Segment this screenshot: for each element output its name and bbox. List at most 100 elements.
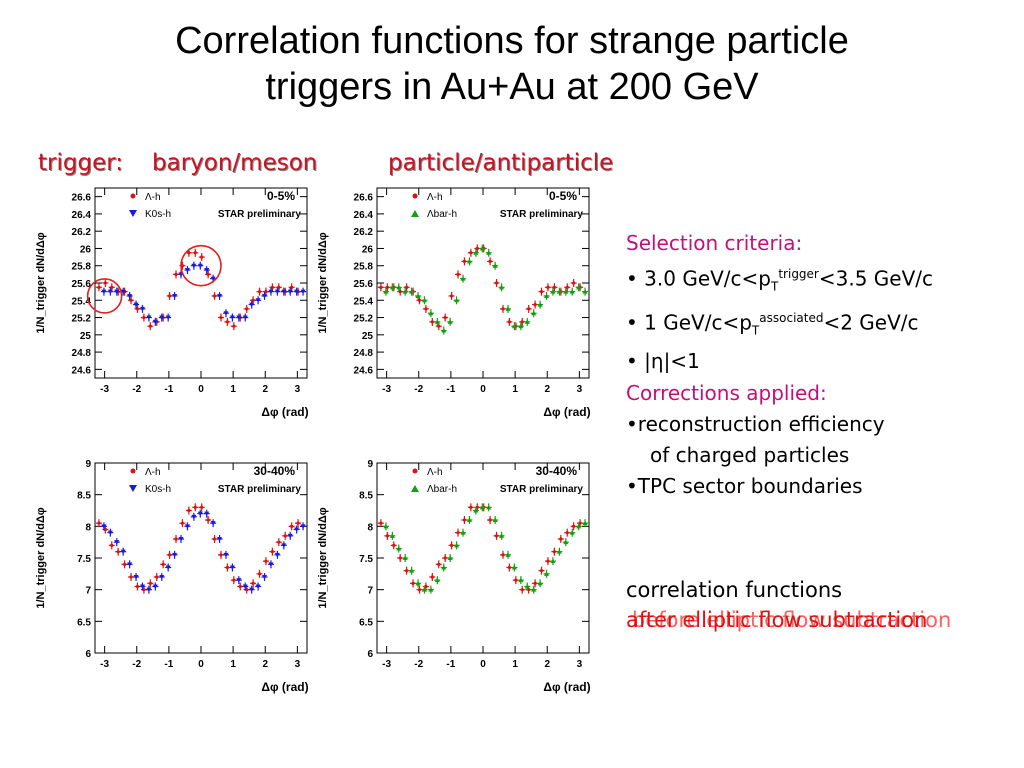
data-point xyxy=(251,581,255,585)
data-point xyxy=(142,588,146,592)
data-point xyxy=(197,263,203,269)
selection-item-2: • 1 GeV/c<pTassociated<2 GeV/c xyxy=(626,303,933,347)
data-point xyxy=(242,315,248,321)
y-tick-label: 26.2 xyxy=(72,227,92,238)
y-tick-label: 25.4 xyxy=(72,296,92,307)
data-point xyxy=(479,245,485,251)
data-point xyxy=(270,550,274,554)
header-baryon-meson: baryon/meson xyxy=(152,150,318,176)
selection-heading: Selection criteria: xyxy=(626,231,803,255)
corrections-heading: Corrections applied: xyxy=(626,381,827,405)
x-tick-label: 1 xyxy=(512,384,518,395)
data-point xyxy=(191,514,197,520)
x-tick-label: 2 xyxy=(262,659,268,670)
x-tick-label: -3 xyxy=(382,659,391,670)
data-point xyxy=(456,272,460,276)
selection-criteria: Selection criteria: • 3.0 GeV/c<pTtrigge… xyxy=(626,228,933,377)
data-point xyxy=(161,562,165,566)
data-point xyxy=(550,558,556,564)
sel2-pre: • 1 GeV/c<p xyxy=(626,310,752,335)
data-point xyxy=(281,289,287,295)
data-point xyxy=(274,552,280,558)
correction-item-1b: of charged particles xyxy=(650,443,850,467)
data-point xyxy=(283,534,287,538)
data-point xyxy=(97,285,101,289)
data-point xyxy=(527,588,531,592)
data-point xyxy=(379,285,383,289)
legend-label: K0s-h xyxy=(145,209,171,220)
data-point xyxy=(219,553,223,557)
centrality-label: 30-40% xyxy=(536,464,578,478)
series-1 xyxy=(382,503,589,594)
data-point xyxy=(139,584,145,589)
y-axis-label: 1/N_trigger dN/dΔφ xyxy=(317,507,329,608)
y-tick-label: 6 xyxy=(367,649,373,660)
footer-before-text: before elliptic flow subtraction xyxy=(632,608,952,632)
data-point xyxy=(114,289,120,295)
data-point xyxy=(454,297,460,303)
data-point xyxy=(212,294,217,298)
y-tick-label: 6.5 xyxy=(77,617,91,628)
y-tick-label: 26.6 xyxy=(72,193,92,204)
legend-marker xyxy=(412,193,418,199)
x-tick-label: 0 xyxy=(198,659,204,670)
data-point xyxy=(294,527,300,532)
data-point xyxy=(238,584,242,589)
data-point xyxy=(245,588,249,592)
data-point xyxy=(531,587,537,592)
data-point xyxy=(165,565,171,570)
data-point xyxy=(184,268,190,273)
data-point xyxy=(447,319,453,324)
data-point xyxy=(148,324,152,328)
data-point xyxy=(492,263,498,268)
x-axis-label: Δφ (rad) xyxy=(543,405,590,419)
data-point xyxy=(167,294,172,298)
data-point xyxy=(300,524,306,529)
data-point xyxy=(146,587,152,593)
footer-line-1: correlation functions xyxy=(626,578,843,602)
y-tick-label: 8 xyxy=(367,522,373,533)
data-point xyxy=(200,505,204,509)
data-point xyxy=(152,319,158,325)
data-point xyxy=(505,306,511,311)
chart-baryon-meson-central: 24.6 24.8 25 25.2 25.4 25.6 25.8 26 26.2 26.4 26.6… xyxy=(35,187,309,419)
data-point xyxy=(544,293,550,298)
data-point xyxy=(415,293,421,298)
data-point xyxy=(193,505,197,509)
data-point xyxy=(133,302,139,308)
data-point xyxy=(486,504,492,510)
data-point xyxy=(546,559,550,563)
data-point xyxy=(430,320,434,324)
data-point xyxy=(402,555,408,560)
data-point xyxy=(462,259,467,264)
data-point xyxy=(270,285,274,289)
chart-particle-antiparticle-peripheral: 6 6.5 7 7.5 8 8.5 9 -3 -2 -1 0 1 2 3 Δφ (rad) 1/N_trigg… xyxy=(317,459,591,694)
data-point xyxy=(550,289,556,294)
centrality-label: 0-5% xyxy=(267,189,295,203)
data-point xyxy=(212,537,217,541)
data-point xyxy=(454,542,460,548)
data-point xyxy=(385,285,389,289)
series-1 xyxy=(100,509,307,594)
data-point xyxy=(159,575,165,580)
data-point xyxy=(552,285,556,289)
data-point xyxy=(520,588,524,592)
data-point xyxy=(469,505,473,509)
data-point xyxy=(187,508,191,513)
data-point xyxy=(274,289,280,295)
y-tick-label: 25.6 xyxy=(72,279,92,290)
data-point xyxy=(107,289,113,295)
plot-frame xyxy=(94,462,308,654)
data-point xyxy=(479,504,485,510)
y-tick-label: 26.6 xyxy=(354,193,374,204)
y-tick-label: 7.5 xyxy=(77,554,91,565)
x-tick-label: 1 xyxy=(230,659,236,670)
data-point xyxy=(142,315,146,320)
data-point xyxy=(576,284,582,290)
data-point xyxy=(556,549,562,554)
sel2-sub: T xyxy=(751,323,760,338)
data-point xyxy=(569,530,575,535)
data-point xyxy=(251,298,255,302)
legend-marker xyxy=(129,485,137,492)
y-tick-label: 9 xyxy=(367,459,373,470)
